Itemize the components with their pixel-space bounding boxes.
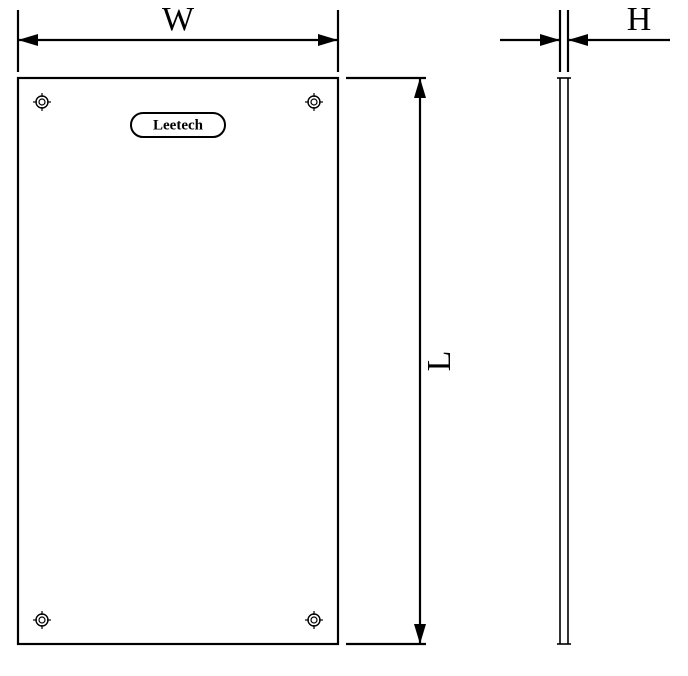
dimension-w: W bbox=[18, 1, 338, 72]
dimension-l-label: L bbox=[421, 351, 458, 372]
edge-view bbox=[557, 78, 571, 644]
brand-logo: Leetech bbox=[131, 113, 225, 137]
front-plate: Leetech bbox=[18, 78, 338, 644]
dimension-w-label: W bbox=[162, 1, 195, 38]
mounting-hole-icon bbox=[33, 93, 51, 111]
brand-logo-text: Leetech bbox=[153, 117, 204, 133]
mounting-hole-icon bbox=[305, 611, 323, 629]
mounting-hole-icon bbox=[305, 93, 323, 111]
dimension-h-label: H bbox=[627, 1, 652, 38]
dimension-l: L bbox=[346, 78, 458, 644]
mounting-hole-icon bbox=[33, 611, 51, 629]
dimension-h: H bbox=[500, 1, 670, 72]
